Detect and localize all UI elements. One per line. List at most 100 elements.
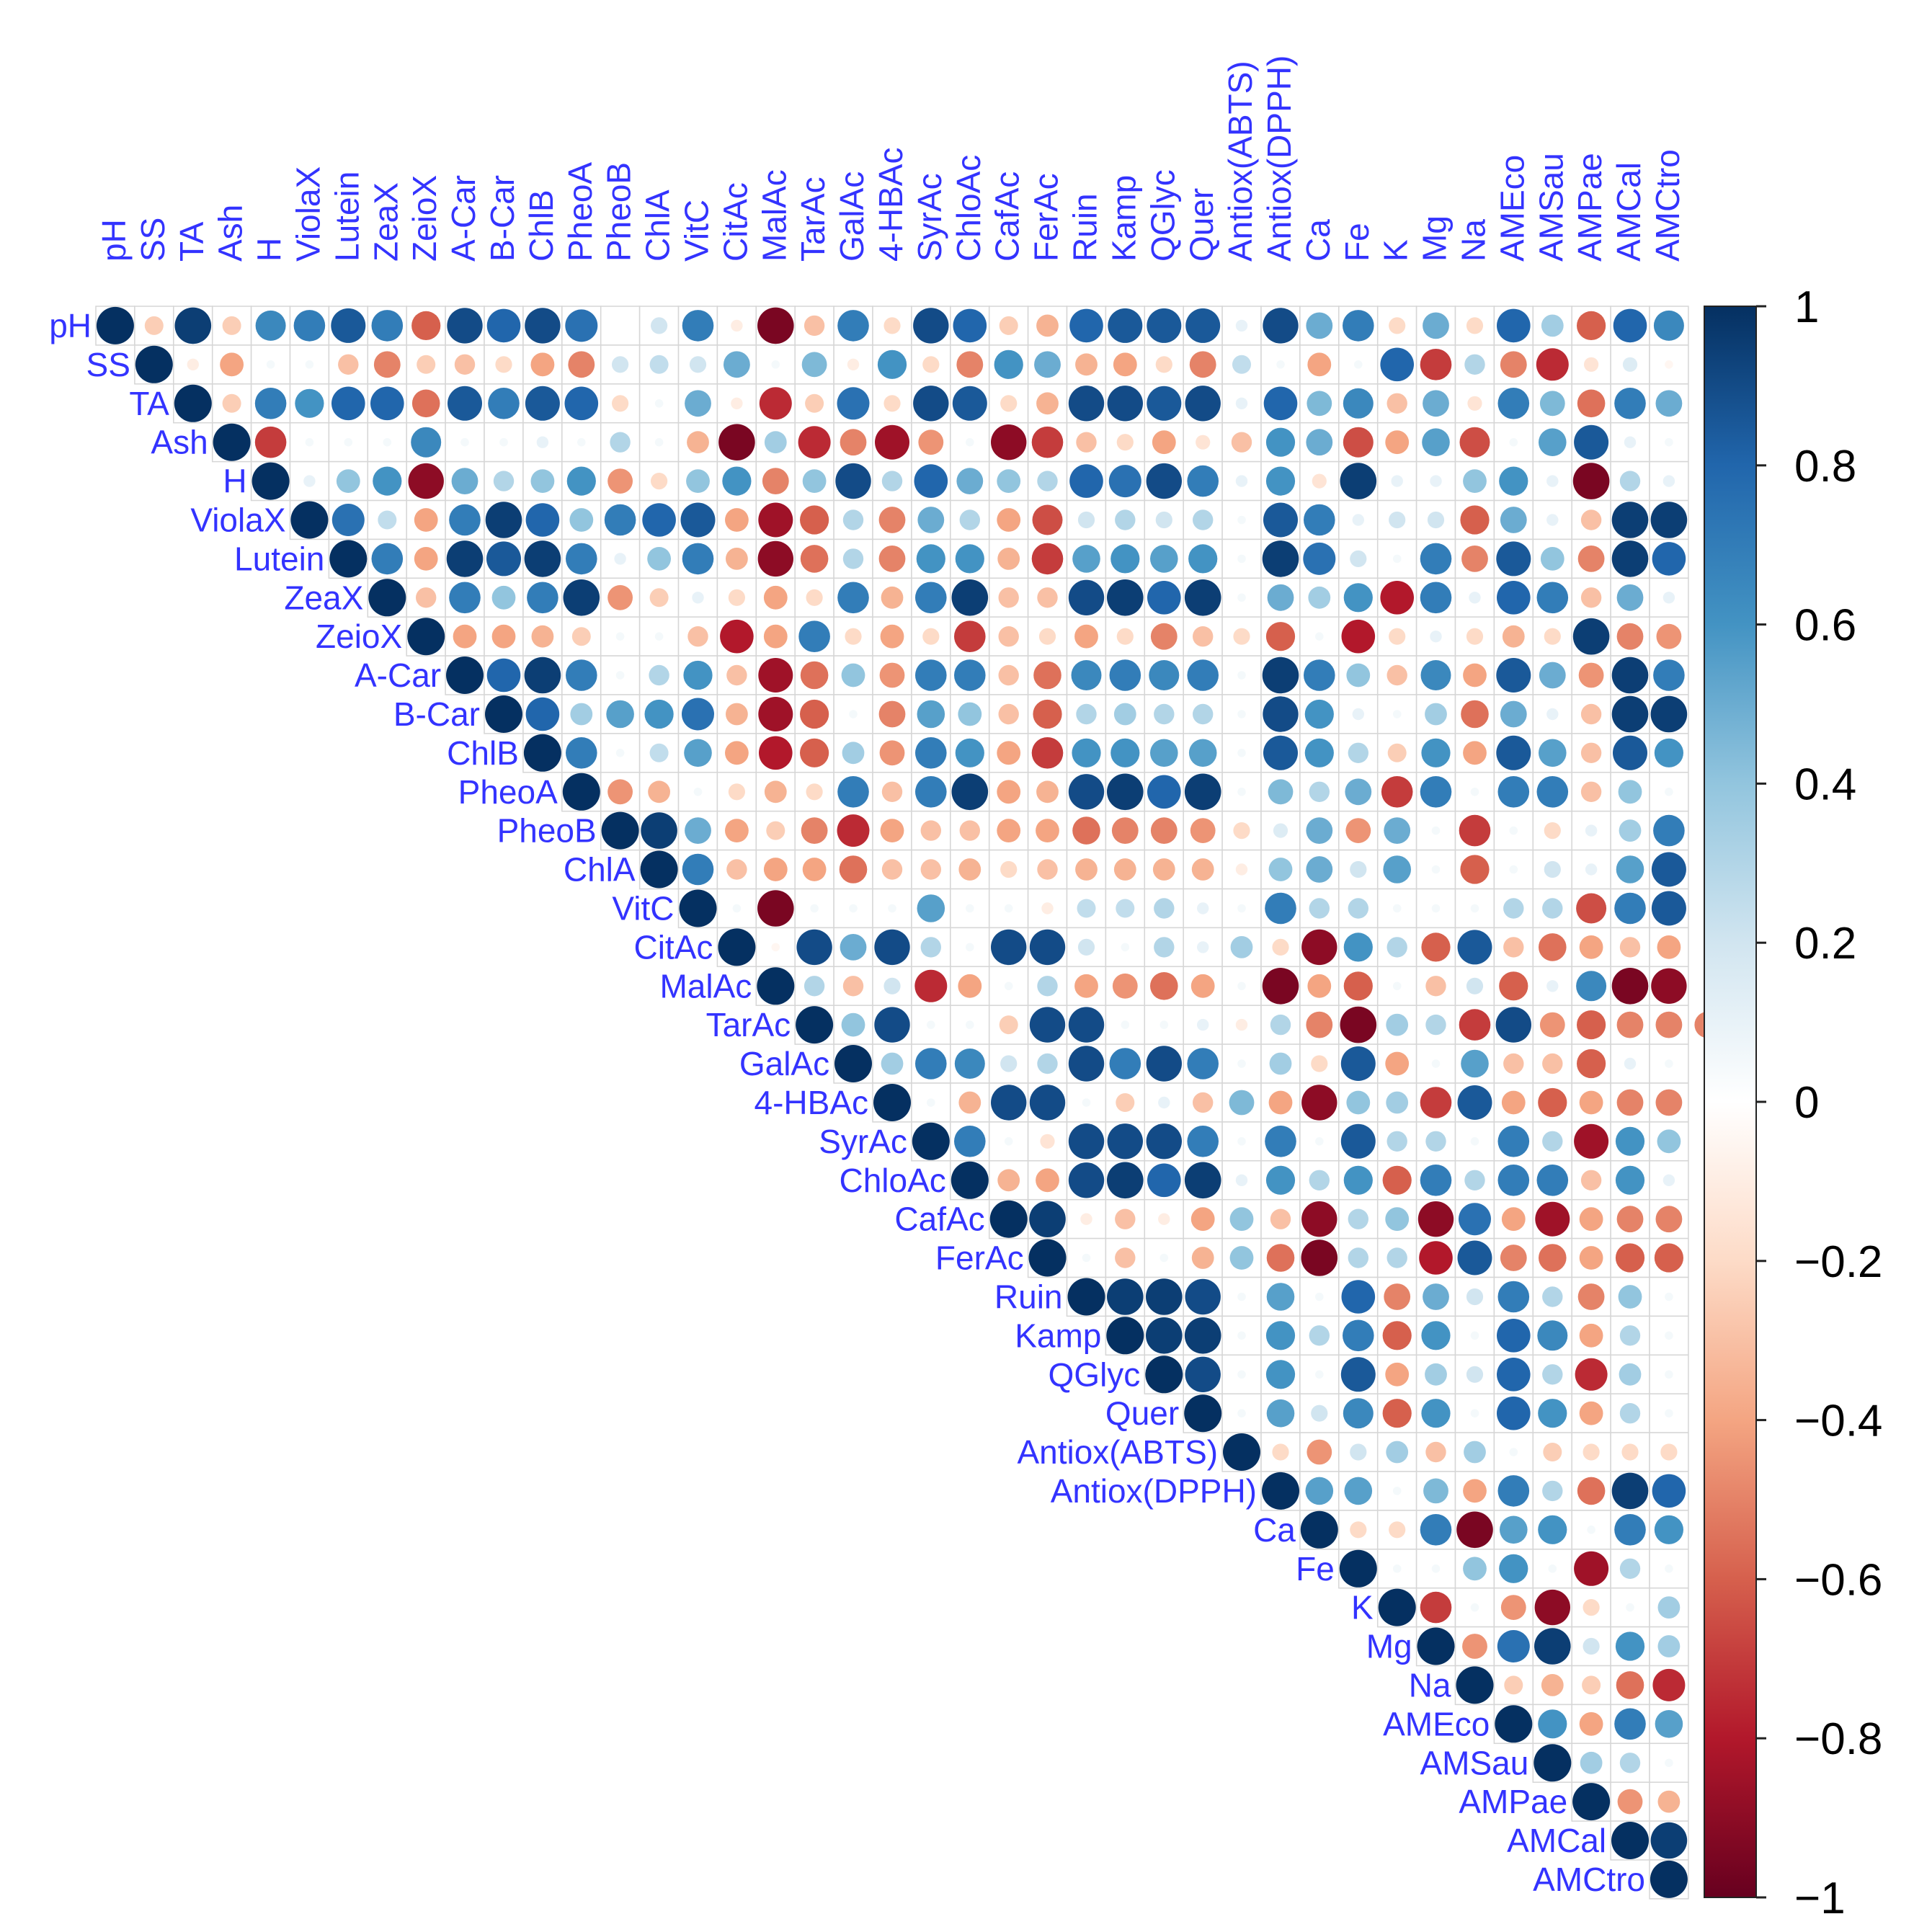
corr-circle-GalAc-SyrAc (915, 1048, 947, 1079)
corr-circle-ZeaX-4-HBAc (881, 586, 904, 609)
row-label-AMEco: AMEco (1383, 1705, 1490, 1742)
corr-circle-ChloAc-Kamp (1107, 1162, 1144, 1199)
corr-circle-A-Car-ChlA (649, 664, 669, 686)
corr-circle-Lutein-GalAc (842, 548, 864, 569)
corr-circle-ZeioX-Ca (1315, 632, 1324, 641)
corr-circle-Lutein-PheoA (566, 543, 597, 575)
corr-circle-ZeioX-Antiox(DPPH) (1265, 622, 1296, 651)
corr-circle-PheoA-GalAc (837, 776, 869, 808)
row-label-K: K (1351, 1589, 1374, 1626)
corr-circle-QGlyc-Antiox(ABTS) (1237, 1370, 1246, 1379)
corr-circle-AMPae-AMCtro (1657, 1790, 1681, 1813)
corr-circle-ViolaX-B-Car (485, 502, 522, 538)
corr-circle-Ash-MalAc (764, 431, 787, 454)
corr-circle-pH-CitAc (731, 319, 743, 332)
corr-circle-FerAc-Kamp (1115, 1247, 1136, 1268)
corr-circle-SS-Mg (1420, 349, 1452, 380)
corr-circle-K-AMCal (1626, 1603, 1634, 1612)
corr-circle-B-Car-CafAc (998, 703, 1019, 725)
corr-circle-VitC-VitC (679, 889, 717, 927)
corr-circle-AMSau-AMCtro (1665, 1758, 1673, 1768)
corr-circle-H-Na (1463, 469, 1487, 493)
corr-circle-4-HBAc-Antiox(ABTS) (1229, 1090, 1255, 1116)
corr-circle-CitAc-Na (1457, 930, 1492, 965)
corr-circle-Quer-Mg (1421, 1399, 1451, 1428)
corr-circle-ZeaX-ChlB (527, 582, 558, 614)
corr-circle-VitC-AMEco (1503, 898, 1524, 919)
corr-circle-Na-AMCal (1616, 1671, 1644, 1699)
corr-circle-TA-ZeaX (370, 386, 404, 421)
corr-circle-MalAc-Quer (1190, 974, 1215, 998)
corr-circle-Kamp-AMSau (1537, 1320, 1568, 1351)
corr-circle-ZeioX-ZeioX (407, 618, 445, 656)
corr-circle-ZeioX-AMSau (1544, 628, 1561, 645)
corr-circle-PheoA-QGlyc (1147, 775, 1181, 809)
corr-circle-4-HBAc-AMSau (1538, 1087, 1567, 1118)
corr-circle-ZeaX-ChlA (649, 588, 669, 607)
corr-circle-MalAc-GalAc (842, 976, 864, 997)
corr-circle-AMCtro-AMCtro (1650, 1860, 1688, 1898)
corr-circle-A-Car-VitC (683, 660, 713, 690)
corr-circle-Lutein-QGlyc (1150, 545, 1178, 573)
corr-circle-VitC-CitAc (732, 904, 742, 913)
corr-circle-H-Antiox(DPPH) (1265, 466, 1296, 496)
corr-circle-Ash-ViolaX (305, 437, 314, 447)
corr-circle-ZeaX-MalAc (763, 585, 788, 610)
corr-circle-TarAc-Ruin (1068, 1007, 1105, 1043)
corr-circle-Lutein-Ca (1303, 542, 1336, 575)
corr-circle-TarAc-Antiox(DPPH) (1270, 1014, 1291, 1036)
corr-circle-ZeioX-Quer (1193, 626, 1214, 647)
corr-circle-CitAc-AMEco (1503, 937, 1524, 958)
corr-circle-Ash-ZeaX (383, 437, 392, 447)
corr-circle-CitAc-SyrAc (920, 937, 942, 958)
corr-circle-Kamp-Na (1470, 1331, 1479, 1340)
corr-circle-Ash-ChlB (536, 436, 549, 448)
corr-circle-4-HBAc-QGlyc (1158, 1096, 1170, 1109)
corr-circle-PheoA-AMPae (1580, 781, 1602, 803)
corr-circle-4-HBAc-CafAc (991, 1085, 1027, 1121)
col-label-Antiox(ABTS): Antiox(ABTS) (1221, 61, 1259, 262)
corr-circle-SS-AMPae (1584, 357, 1599, 372)
corr-circle-Lutein-Fe (1350, 550, 1367, 568)
corr-circle-ZeioX-A-Car (453, 624, 477, 649)
corr-circle-SS-Fe (1354, 360, 1363, 369)
corr-circle-SyrAc-AMCtro (1657, 1129, 1681, 1154)
corr-circle-Antiox(ABTS)-AMCtro (1660, 1443, 1678, 1461)
corr-circle-pH-Antiox(ABTS) (1235, 319, 1248, 332)
row-label-MalAc: MalAc (659, 967, 752, 1005)
corr-circle-Ash-Antiox(DPPH) (1265, 427, 1296, 457)
corr-circle-Kamp-Quer (1184, 1317, 1221, 1354)
corr-circle-GalAc-K (1385, 1051, 1410, 1076)
corr-circle-SyrAc-AMSau (1542, 1131, 1563, 1152)
corr-circle-4-HBAc-ChloAc (958, 1091, 982, 1114)
corr-circle-FerAc-Mg (1419, 1241, 1453, 1275)
corr-circle-TarAc-SyrAc (927, 1020, 935, 1029)
corr-circle-CitAc-Mg (1421, 932, 1451, 962)
corr-circle-Lutein-CitAc (726, 548, 748, 570)
corr-circle-PheoB-Ruin (1072, 816, 1100, 845)
corr-circle-Kamp-AMCtro (1665, 1331, 1673, 1340)
corr-circle-Antiox(ABTS)-AMSau (1543, 1443, 1562, 1461)
corr-circle-Kamp-Antiox(ABTS) (1237, 1331, 1246, 1340)
col-label-ViolaX: ViolaX (289, 166, 326, 262)
row-label-VitC: VitC (612, 890, 674, 927)
corr-circle-TarAc-TarAc (796, 1006, 834, 1044)
corr-circle-pH-MalAc (757, 307, 794, 344)
corr-circle-CafAc-Na (1459, 1203, 1491, 1236)
corr-circle-Fe-AMCtro (1665, 1564, 1673, 1573)
corr-circle-Ash-PheoA (577, 437, 586, 447)
corr-circle-pH-AMEco (1497, 308, 1531, 343)
corr-circle-TA-A-Car (448, 386, 482, 421)
corr-circle-H-PheoB (607, 468, 633, 494)
grid-cell (1376, 422, 1417, 463)
col-label-Ca: Ca (1299, 219, 1337, 262)
corr-circle-ViolaX-Ca (1304, 504, 1335, 536)
corr-circle-CafAc-Quer (1190, 1207, 1215, 1232)
corr-circle-MalAc-ChloAc (958, 974, 982, 998)
corr-circle-ChloAc-AMCal (1615, 1165, 1645, 1195)
corr-circle-PheoB-AMEco (1509, 826, 1518, 835)
corr-circle-Mg-AMPae (1583, 1637, 1600, 1655)
corr-circle-Fe-AMCal (1619, 1558, 1641, 1579)
corr-circle-Ash-Ash (213, 423, 251, 461)
col-label-ZeioX: ZeioX (406, 175, 443, 262)
